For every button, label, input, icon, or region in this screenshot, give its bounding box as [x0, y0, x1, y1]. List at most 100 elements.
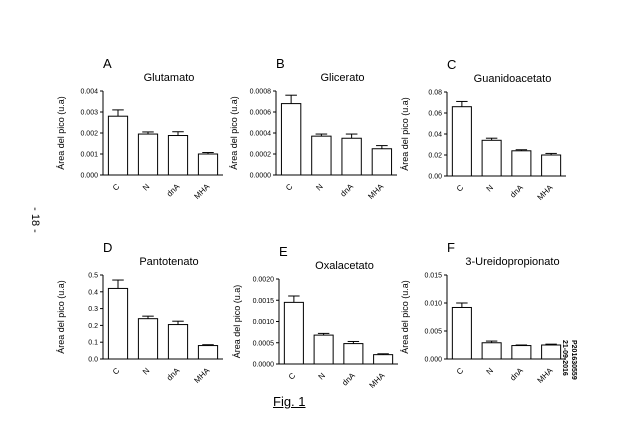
- y-tick-label: 0.0000: [250, 173, 272, 180]
- y-tick-label: 0.001: [80, 152, 98, 159]
- side-note-line: P201630559: [570, 340, 577, 380]
- side-note-line: 21-09-2016: [561, 340, 568, 376]
- y-tick-label: 0.0015: [253, 298, 275, 305]
- panel-letter: D: [103, 240, 112, 255]
- bar: [373, 354, 394, 365]
- panel-letter: B: [276, 56, 285, 71]
- y-tick-label: 0.0000: [253, 362, 275, 369]
- x-tick-label: N: [317, 371, 328, 382]
- bar: [137, 318, 159, 360]
- y-tick-label: 0.000: [424, 357, 442, 364]
- panel-letter: E: [279, 244, 288, 259]
- bar: [371, 148, 393, 176]
- x-tick-label: MHA: [368, 371, 387, 390]
- y-tick-label: 0.002: [80, 131, 98, 138]
- y-tick-label: 0.004: [80, 89, 98, 96]
- x-tick-label: C: [455, 366, 466, 377]
- chart-title: 3-Ureidopropionato: [465, 256, 559, 268]
- y-tick-label: 0.0006: [250, 110, 272, 117]
- x-tick-label: N: [314, 182, 325, 193]
- chart-title: Oxalacetato: [315, 260, 374, 272]
- bar: [167, 324, 189, 360]
- x-tick-label: dnA: [339, 182, 356, 199]
- y-tick-label: 0.5: [88, 273, 98, 280]
- panel-letter: F: [447, 240, 455, 255]
- bar: [311, 135, 332, 176]
- chart-title: Glicerato: [320, 72, 364, 84]
- bar: [167, 135, 189, 176]
- y-tick-label: 0.0004: [250, 131, 272, 138]
- y-axis-label: Área del pico (u.a): [229, 96, 239, 170]
- bar: [451, 306, 472, 360]
- y-axis-label: Área del pico (u.a): [400, 97, 410, 171]
- y-tick-label: 0.0005: [253, 340, 275, 347]
- y-axis-label: Área del pico (u.a): [400, 280, 410, 354]
- bar: [197, 345, 219, 360]
- x-tick-label: MHA: [366, 182, 385, 201]
- x-tick-label: C: [111, 182, 122, 193]
- x-tick-label: C: [111, 366, 122, 377]
- bar: [511, 345, 532, 360]
- y-tick-label: 0.0010: [253, 319, 275, 326]
- x-tick-label: dnA: [165, 366, 182, 383]
- x-tick-label: N: [485, 366, 496, 377]
- y-tick-label: 0.00: [428, 174, 442, 181]
- y-tick-label: 0.1: [88, 340, 98, 347]
- bar: [511, 150, 532, 177]
- panel-letter: C: [447, 57, 456, 72]
- bar: [451, 106, 472, 177]
- y-tick-label: 0.010: [424, 301, 442, 308]
- bar: [541, 344, 562, 360]
- y-tick-label: 0.000: [80, 173, 98, 180]
- y-tick-label: 0.2: [88, 323, 98, 330]
- bar: [541, 154, 562, 177]
- x-tick-label: MHA: [536, 366, 555, 385]
- chart-title: Glutamato: [144, 72, 195, 84]
- y-tick-label: 0.0: [88, 357, 98, 364]
- x-tick-label: dnA: [508, 183, 525, 200]
- figure-caption: Fig. 1: [273, 394, 306, 409]
- bar: [280, 103, 302, 176]
- y-tick-label: 0.08: [428, 90, 442, 97]
- x-tick-label: dnA: [340, 371, 357, 388]
- y-tick-label: 0.003: [80, 110, 98, 117]
- bar: [137, 133, 159, 176]
- x-tick-label: MHA: [192, 182, 211, 201]
- bar: [341, 137, 362, 176]
- y-tick-label: 0.0008: [250, 89, 272, 96]
- x-tick-label: C: [284, 182, 295, 193]
- x-tick-label: MHA: [192, 366, 211, 385]
- bar: [283, 301, 304, 365]
- y-tick-label: 0.3: [88, 306, 98, 313]
- chart-title: Pantotenato: [139, 256, 198, 268]
- x-tick-label: N: [141, 182, 152, 193]
- bar: [481, 139, 502, 177]
- y-tick-label: 0.0002: [250, 152, 272, 159]
- x-tick-label: dnA: [508, 366, 525, 383]
- bar: [107, 287, 129, 360]
- x-tick-label: MHA: [536, 183, 555, 202]
- bar: [343, 343, 364, 365]
- panel-letter: A: [103, 56, 112, 71]
- y-axis-label: Área del pico (u.a): [232, 285, 242, 359]
- x-tick-label: C: [455, 183, 466, 194]
- y-axis-label: Área del pico (u.a): [56, 280, 66, 354]
- y-tick-label: 0.04: [428, 132, 442, 139]
- y-tick-label: 0.02: [428, 153, 442, 160]
- x-tick-label: dnA: [165, 182, 182, 199]
- chart-title: Guanidoacetato: [474, 73, 552, 85]
- y-tick-label: 0.4: [88, 289, 98, 296]
- x-tick-label: N: [485, 183, 496, 194]
- y-axis-label: Área del pico (u.a): [56, 96, 66, 170]
- y-tick-label: 0.005: [424, 329, 442, 336]
- bar: [107, 115, 129, 176]
- y-tick-label: 0.06: [428, 111, 442, 118]
- y-tick-label: 0.0020: [253, 277, 275, 284]
- bar: [481, 342, 502, 360]
- bar: [197, 153, 219, 176]
- bar: [313, 334, 334, 365]
- side-note: P201630559 21-09-2016: [560, 340, 578, 380]
- x-tick-label: N: [141, 366, 152, 377]
- y-tick-label: 0.015: [424, 273, 442, 280]
